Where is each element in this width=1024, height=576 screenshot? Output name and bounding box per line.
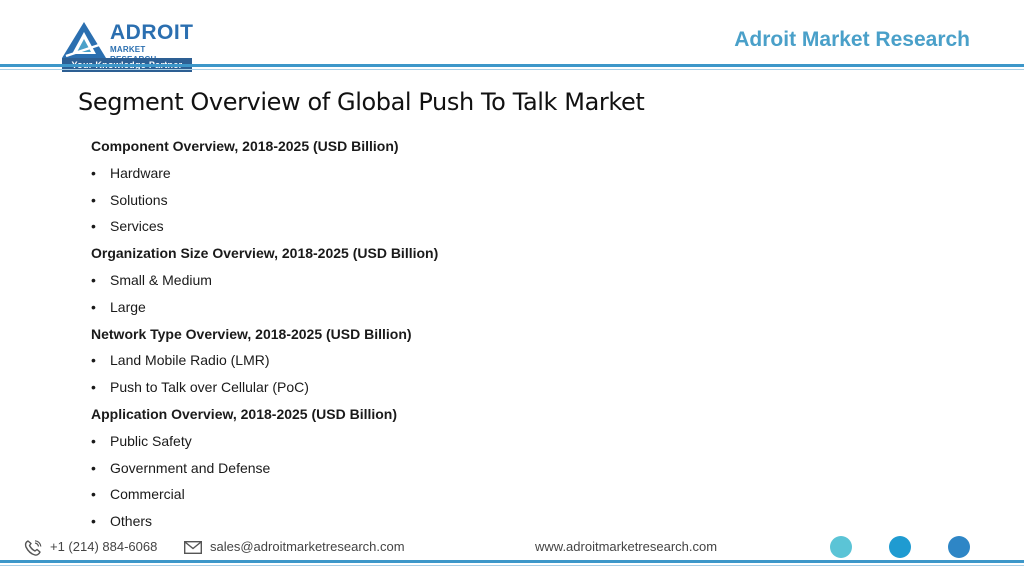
segment-heading-component: Component Overview, 2018-2025 (USD Billi… [91, 138, 399, 154]
list-item-label: Push to Talk over Cellular (PoC) [110, 379, 309, 396]
list-item-label: Large [110, 298, 146, 315]
header: ADROIT MARKET RESEARCH Your Knowledge Pa… [0, 0, 1024, 80]
footer-phone[interactable]: +1 (214) 884-6068 [24, 538, 157, 556]
logo-triangle-icon [62, 22, 106, 58]
bullet: • [91, 459, 96, 476]
list-item: • Government and Defense [91, 455, 891, 482]
bullet: • [91, 352, 96, 369]
list-item: • Hardware [91, 160, 891, 187]
segment-heading-network-type: Network Type Overview, 2018-2025 (USD Bi… [91, 325, 412, 342]
header-divider-thin [0, 69, 1024, 70]
mail-icon [184, 541, 202, 555]
website-url: www.adroitmarketresearch.com [535, 539, 718, 554]
email-address: sales@adroitmarketresearch.com [210, 539, 405, 554]
bullet: • [91, 164, 96, 181]
footer-divider [0, 560, 1024, 563]
list-item: • Land Mobile Radio (LMR) [91, 347, 891, 374]
logo-brand: ADROIT [110, 21, 194, 44]
list-item: • Others [91, 508, 891, 535]
bullet: • [91, 432, 96, 449]
header-divider [0, 64, 1024, 67]
list-item-label: Small & Medium [110, 271, 212, 288]
phone-icon [24, 539, 42, 556]
list-item: • Large [91, 294, 891, 321]
list-item: • Solutions [91, 187, 891, 214]
list-item-label: Others [110, 513, 153, 530]
phone-number: +1 (214) 884-6068 [50, 539, 158, 554]
list-item: • Services [91, 213, 891, 240]
list-item: • Small & Medium [91, 267, 891, 294]
decorative-dot [889, 536, 911, 558]
decorative-dot [948, 536, 970, 558]
footer-website[interactable]: www.adroitmarketresearch.com [535, 538, 717, 556]
segment-heading-organization-size: Organization Size Overview, 2018-2025 (U… [91, 245, 439, 262]
bullet: • [91, 218, 96, 235]
list-item-label: Commercial [110, 486, 185, 503]
bullet: • [91, 513, 96, 530]
list-item-label: Hardware [110, 164, 171, 181]
footer-divider-thin [0, 565, 1024, 566]
header-brand-title: Adroit Market Research [734, 28, 970, 51]
bullet: • [91, 191, 96, 208]
bullet: • [91, 486, 96, 503]
bullet: • [91, 379, 96, 396]
list-item: • Public Safety [91, 428, 891, 455]
list-item: • Push to Talk over Cellular (PoC) [91, 374, 891, 401]
list-item-label: Government and Defense [110, 459, 271, 476]
bullet: • [91, 271, 96, 288]
footer: +1 (214) 884-6068 sales@adroitmarketrese… [0, 530, 1024, 576]
segment-list: Component Overview, 2018-2025 (USD Billi… [91, 133, 891, 535]
segment-heading-application: Application Overview, 2018-2025 (USD Bil… [91, 405, 398, 422]
page-title: Segment Overview of Global Push To Talk … [78, 88, 645, 116]
list-item-label: Land Mobile Radio (LMR) [110, 352, 270, 369]
decorative-dot [830, 536, 852, 558]
footer-email[interactable]: sales@adroitmarketresearch.com [184, 538, 405, 556]
list-item: • Commercial [91, 481, 891, 508]
list-item-label: Solutions [110, 191, 168, 208]
list-item-label: Public Safety [110, 432, 192, 449]
bullet: • [91, 298, 96, 315]
list-item-label: Services [110, 218, 164, 235]
